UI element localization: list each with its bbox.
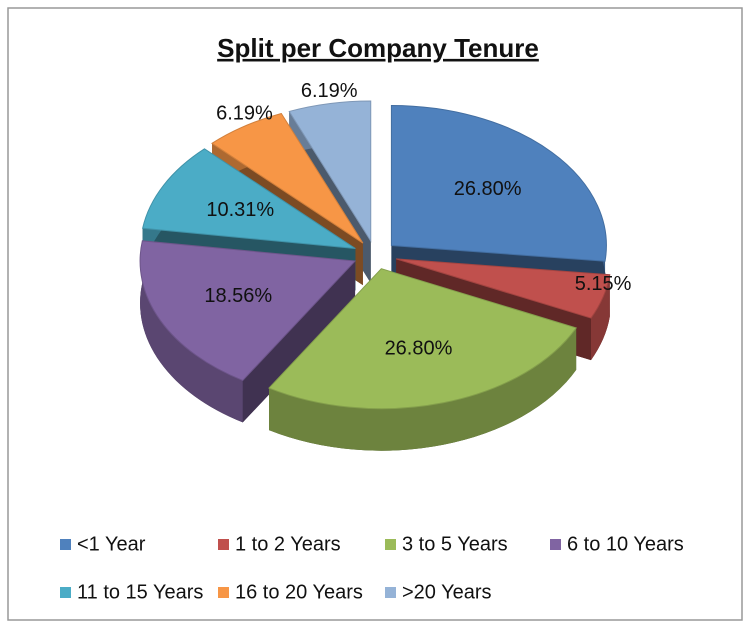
slice-wall <box>590 274 610 361</box>
slice-wall <box>268 327 577 451</box>
legend-swatch <box>550 539 561 550</box>
legend-swatch <box>385 587 396 598</box>
legend-label: >20 Years <box>402 581 492 603</box>
slice-top <box>390 104 607 262</box>
data-label: 26.80% <box>385 337 453 359</box>
pie-slice <box>139 240 357 423</box>
chart-title: Split per Company Tenure <box>217 33 539 63</box>
data-label: 5.15% <box>575 273 632 295</box>
legend-label: 3 to 5 Years <box>402 533 508 555</box>
legend-label: 11 to 15 Years <box>77 581 203 603</box>
legend-swatch <box>60 587 71 598</box>
legend-swatch <box>218 539 229 550</box>
data-label: 18.56% <box>204 285 272 307</box>
legend-swatch <box>218 587 229 598</box>
data-label: 10.31% <box>206 199 274 221</box>
data-label: 26.80% <box>454 178 522 200</box>
slice-top <box>288 100 372 243</box>
data-label: 6.19% <box>216 103 273 125</box>
slice-top <box>211 112 364 244</box>
legend-swatch <box>385 539 396 550</box>
pie-slice <box>268 268 577 451</box>
slice-top <box>142 148 356 250</box>
slice-top <box>396 258 611 319</box>
legend-label: 16 to 20 Years <box>235 581 363 603</box>
legend-label: 1 to 2 Years <box>235 533 341 555</box>
legend-label: <1 Year <box>77 533 146 555</box>
legend-label: 6 to 10 Years <box>567 533 684 555</box>
slice-wall <box>140 240 243 423</box>
slice-side <box>242 261 356 423</box>
slice-top <box>268 268 577 410</box>
legend-swatch <box>60 539 71 550</box>
data-label: 6.19% <box>301 80 358 102</box>
slice-top <box>139 240 357 382</box>
